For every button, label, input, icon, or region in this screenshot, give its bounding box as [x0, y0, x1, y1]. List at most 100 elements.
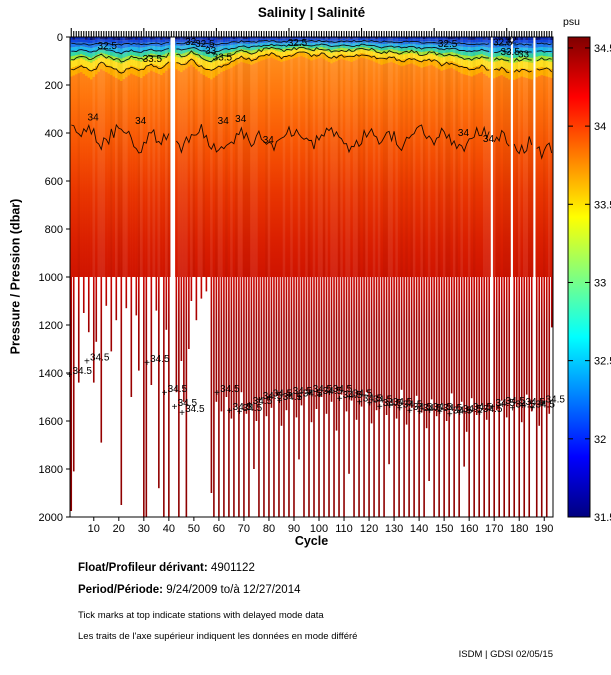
contour-label: 34.5	[453, 405, 473, 416]
profile-bar	[333, 277, 335, 517]
profile-bar	[158, 277, 160, 489]
contour-label: 34.5	[263, 391, 283, 402]
y-tick-label: 800	[45, 224, 63, 236]
profile-bar	[368, 277, 370, 517]
profile-bar	[215, 277, 218, 402]
colorbar-tick-label: 33	[594, 277, 606, 289]
contour-label: 34.5	[525, 397, 545, 408]
profile-bar	[313, 277, 315, 517]
profile-bar	[195, 277, 198, 321]
profile-bar	[235, 277, 238, 407]
profile-bar	[210, 277, 213, 493]
contour-plus-marker: +	[84, 357, 90, 368]
footer-float-line: Float/Profileur dérivant: 4901122	[78, 562, 255, 574]
contour-label: 34.5	[403, 399, 423, 410]
profile-bar	[523, 277, 526, 517]
x-tick-label: 140	[410, 523, 428, 535]
period-value: 9/24/2009 to/à 12/27/2014	[166, 584, 301, 596]
contour-plus-marker: +	[214, 388, 220, 399]
profile-bar	[455, 277, 458, 409]
x-tick-label: 50	[188, 523, 200, 535]
contour-label: 34	[135, 116, 147, 127]
y-tick-label: 600	[45, 176, 63, 188]
contour-plus-marker: +	[357, 397, 363, 408]
profile-bar	[270, 277, 273, 408]
profile-bar	[460, 277, 463, 402]
x-tick-label: 90	[288, 523, 300, 535]
contour-plus-marker: +	[237, 407, 243, 418]
colorbar-unit-label: psu	[563, 16, 580, 28]
float-value: 4901122	[210, 562, 255, 574]
contour-label: 34.5	[273, 389, 293, 400]
profile-bar	[498, 277, 500, 517]
credit-stamp: ISDM | GDSI 02/05/15	[458, 649, 553, 660]
profile-bar	[240, 277, 243, 393]
x-tick-label: 80	[263, 523, 275, 535]
profile-bar	[370, 277, 373, 424]
profile-bar	[168, 277, 170, 517]
contour-plus-marker: +	[499, 400, 505, 411]
profile-bar	[548, 277, 551, 414]
profile-bar	[138, 277, 140, 371]
x-tick-label: 170	[485, 523, 503, 535]
colorbar-tick-label: 33.5	[594, 199, 611, 211]
contour-plus-marker: +	[427, 406, 433, 417]
profile-bar	[378, 277, 380, 517]
contour-label: 34	[88, 112, 100, 123]
contour-label: 34.5	[178, 398, 198, 409]
y-axis-title: Pressure / Pression (dbar)	[8, 198, 23, 355]
contour-label: 34	[458, 128, 470, 139]
y-tick-label: 1400	[39, 368, 63, 380]
contour-plus-marker: +	[179, 408, 185, 419]
contour-plus-marker: +	[377, 402, 383, 413]
profile-bar	[458, 277, 460, 517]
note-delayed-mode-en: Tick marks at top indicate stations with…	[78, 610, 324, 621]
profile-bar	[335, 277, 338, 431]
profile-bar	[190, 277, 193, 301]
profile-bar	[82, 277, 85, 313]
contour-label: 34	[263, 135, 275, 146]
contour-plus-marker: +	[367, 399, 373, 410]
contour-plus-marker: +	[144, 358, 150, 369]
profile-bar	[385, 277, 388, 415]
x-tick-label: 70	[238, 523, 250, 535]
profile-bar	[483, 277, 485, 517]
profile-bar	[415, 277, 418, 396]
profile-bar	[263, 277, 265, 517]
contour-plus-marker: +	[337, 394, 343, 405]
profile-bar	[398, 277, 400, 517]
deep-profile-bars	[70, 277, 553, 517]
profile-bar	[163, 277, 165, 517]
contour-plus-marker: +	[477, 408, 483, 419]
contour-plus-marker: +	[539, 399, 545, 410]
profile-bar	[340, 277, 343, 395]
contour-plus-marker: +	[287, 390, 293, 401]
profile-bar	[230, 277, 233, 419]
contour-label: 32.5	[288, 38, 308, 49]
contour-label: 33.5	[143, 54, 163, 65]
contour-plus-marker: +	[172, 402, 178, 413]
contour-label: 34.5	[373, 395, 393, 406]
profile-bar	[110, 277, 113, 352]
profile-bar	[338, 277, 340, 517]
x-tick-label: 190	[535, 523, 553, 535]
contour-label: 34.5	[363, 393, 383, 404]
profile-bar	[233, 277, 235, 517]
profile-bar	[550, 277, 553, 328]
contour-plus-marker: +	[327, 388, 333, 399]
profile-bar	[350, 277, 353, 401]
profile-bar	[418, 277, 420, 517]
profile-bar	[528, 277, 531, 517]
x-tick-label: 120	[360, 523, 378, 535]
contour-label: 32	[185, 37, 197, 48]
contour-label: 34.5	[413, 402, 433, 413]
contour-plus-marker: +	[247, 400, 253, 411]
x-tick-label: 60	[213, 523, 225, 535]
profile-bar	[330, 277, 333, 402]
profile-bar	[105, 277, 108, 306]
profile-bar	[135, 277, 138, 316]
x-tick-label: 40	[163, 523, 175, 535]
profile-bar	[515, 277, 518, 407]
